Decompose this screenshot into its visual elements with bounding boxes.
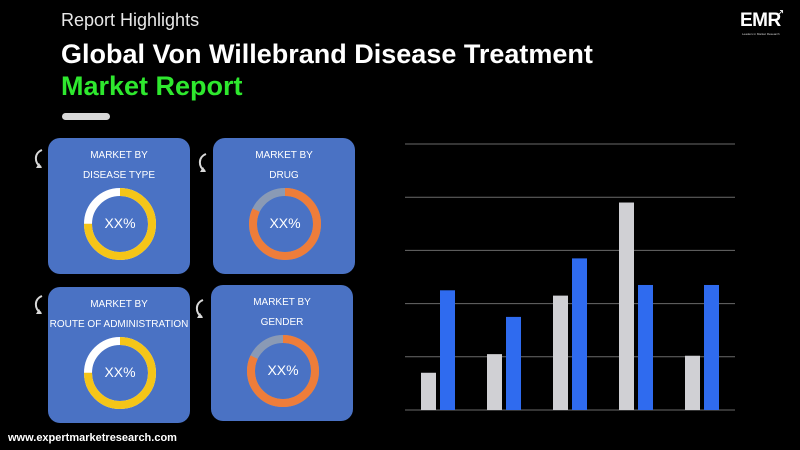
- card-label: MARKET BY ROUTE OF ADMINISTRATION: [48, 295, 190, 335]
- swirl-arrow-icon: [34, 295, 43, 314]
- report-title-highlight: Market Report: [61, 71, 243, 101]
- bar-series2: [440, 290, 455, 410]
- report-title: Global Von Willebrand Disease Treatment: [61, 39, 593, 69]
- card-label: MARKET BY DRUG: [213, 146, 355, 186]
- logo-text: EMR: [740, 10, 781, 31]
- card-route-of-administration: MARKET BY ROUTE OF ADMINISTRATION XX%: [48, 287, 190, 423]
- donut-fill: [247, 335, 319, 407]
- bar-series2: [638, 284, 653, 410]
- swirl-arrow-icon: [198, 153, 207, 172]
- donut-value: XX%: [104, 364, 136, 380]
- card-label-line2: DISEASE TYPE: [82, 170, 156, 181]
- report-subtitle: Report Highlights: [61, 10, 200, 30]
- donut-value: XX%: [104, 215, 136, 231]
- bar-series2: [704, 284, 719, 410]
- bar-series2: [506, 316, 521, 410]
- card-label-line1: MARKET BY: [90, 299, 148, 310]
- footer-url: www.expertmarketresearch.com: [8, 432, 177, 444]
- logo-tagline: Leaders in Market Research: [742, 32, 780, 36]
- card-drug: MARKET BY DRUG XX%: [213, 138, 355, 274]
- donut-fill: [84, 188, 156, 260]
- card-disease-type: MARKET BY DISEASE TYPE XX%: [48, 138, 190, 274]
- card-label-line1: MARKET BY: [253, 297, 311, 308]
- card-gender: MARKET BY GENDER XX%: [211, 285, 353, 421]
- bar-chart: [405, 143, 735, 411]
- donut-fill: [249, 188, 321, 260]
- card-label-line1: MARKET BY: [255, 150, 313, 161]
- bar-series1: [685, 355, 700, 410]
- donut-fill: [84, 337, 156, 409]
- bar-series1: [553, 295, 568, 410]
- donut-value: XX%: [267, 362, 299, 378]
- donut-chart: [84, 337, 156, 409]
- card-label-line2: GENDER: [260, 317, 304, 328]
- bar-series1: [619, 202, 634, 410]
- logo-arrow-icon: ↗: [776, 8, 785, 19]
- bar-series1: [487, 354, 502, 410]
- swirl-arrow-icon: [34, 149, 43, 168]
- card-label-line2: ROUTE OF ADMINISTRATION: [49, 319, 189, 330]
- card-label-line2: DRUG: [269, 170, 299, 181]
- donut-value: XX%: [269, 215, 301, 231]
- donut-chart: [84, 188, 156, 260]
- donut-chart: [249, 188, 321, 260]
- title-underline-pill: [62, 113, 110, 120]
- bar-series2: [572, 258, 587, 410]
- card-label: MARKET BY DISEASE TYPE: [48, 146, 190, 186]
- donut-chart: [247, 335, 319, 407]
- emr-logo: EMR ↗ Leaders in Market Research: [740, 8, 790, 40]
- bar-series1: [421, 372, 436, 410]
- card-label-line1: MARKET BY: [90, 150, 148, 161]
- swirl-arrow-icon: [195, 299, 204, 318]
- card-label: MARKET BY GENDER: [211, 293, 353, 333]
